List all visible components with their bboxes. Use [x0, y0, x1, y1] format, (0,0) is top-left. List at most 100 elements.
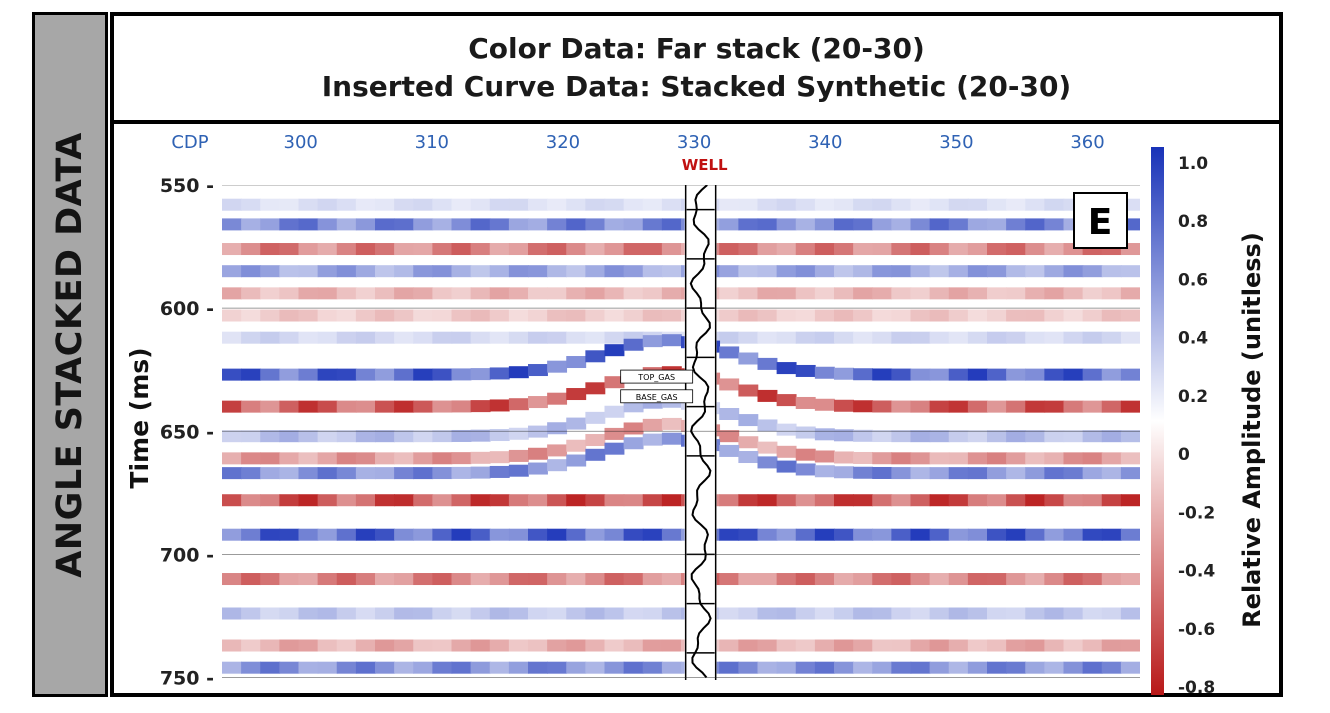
- horizon-segment: [336, 309, 357, 322]
- horizon-segment: [547, 265, 568, 278]
- horizon-segment: [470, 494, 491, 507]
- horizon-segment: [738, 639, 759, 652]
- horizon-segment: [260, 607, 281, 620]
- horizon-segment: [967, 573, 988, 586]
- horizon-segment: [1101, 528, 1122, 541]
- horizon-segment: [355, 494, 376, 507]
- horizon-segment: [834, 287, 854, 300]
- horizon-segment: [1044, 494, 1065, 507]
- horizon-segment: [470, 429, 491, 442]
- horizon-segment: [891, 368, 912, 381]
- horizon-segment: [355, 287, 376, 300]
- horizon-segment: [1101, 494, 1122, 507]
- horizon-segment: [585, 382, 606, 395]
- horizon-segment: [795, 396, 816, 409]
- horizon-segment: [241, 607, 262, 620]
- horizon-segment: [623, 218, 644, 231]
- horizon-segment: [853, 528, 874, 541]
- horizon-segment: [489, 639, 510, 652]
- horizon-segment: [1044, 467, 1065, 480]
- horizon-segment: [929, 494, 950, 507]
- horizon-segment: [604, 528, 625, 541]
- horizon-segment: [260, 331, 281, 344]
- horizon-segment: [910, 494, 931, 507]
- horizon-segment: [1044, 243, 1065, 256]
- horizon-segment: [642, 639, 663, 652]
- horizon-segment: [489, 243, 510, 256]
- horizon-segment: [279, 528, 300, 541]
- horizon-segment: [470, 331, 491, 344]
- horizon-segment: [719, 661, 740, 674]
- horizon-segment: [1063, 430, 1084, 443]
- horizon-segment: [1044, 218, 1065, 231]
- horizon-segment: [298, 287, 319, 300]
- horizon-segment: [1120, 494, 1140, 507]
- horizon-segment: [967, 494, 988, 507]
- horizon-segment: [489, 573, 510, 586]
- horizon-segment: [489, 494, 510, 507]
- horizon-segment: [241, 331, 262, 344]
- horizon-segment: [948, 528, 969, 541]
- horizon-segment: [336, 430, 357, 443]
- horizon-segment: [738, 661, 759, 674]
- horizon-segment: [355, 430, 376, 443]
- horizon-segment: [279, 661, 300, 674]
- horizon-segment: [738, 331, 759, 344]
- horizon-segment: [489, 367, 510, 380]
- horizon-segment: [948, 218, 969, 231]
- horizon-segment: [872, 218, 893, 231]
- horizon-segment: [375, 661, 395, 674]
- horizon-segment: [547, 422, 568, 435]
- horizon-segment: [738, 218, 759, 231]
- horizon-segment: [451, 265, 472, 278]
- horizon-segment: [413, 467, 434, 480]
- horizon-segment: [528, 243, 548, 256]
- horizon-segment: [241, 400, 262, 413]
- horizon-segment: [470, 243, 491, 256]
- horizon-segment: [451, 400, 472, 413]
- horizon-segment: [451, 452, 472, 465]
- horizon-segment: [814, 265, 835, 278]
- horizon-segment: [279, 265, 300, 278]
- horizon-segment: [1063, 331, 1084, 344]
- horizon-segment: [1006, 287, 1027, 300]
- main-frame: Color Data: Far stack (20-30) Inserted C…: [110, 12, 1283, 697]
- horizon-segment: [929, 400, 950, 413]
- horizon-segment: [470, 368, 491, 381]
- horizon-segment: [738, 451, 759, 464]
- horizon-segment: [413, 528, 434, 541]
- horizon-segment: [719, 218, 740, 231]
- horizon-segment: [1025, 607, 1046, 620]
- horizon-segment: [585, 573, 606, 586]
- horizon-segment: [413, 400, 434, 413]
- horizon-segment: [375, 309, 395, 322]
- horizon-segment: [528, 528, 548, 541]
- horizon-segment: [623, 265, 644, 278]
- horizon-segment: [508, 573, 529, 586]
- horizon-segment: [623, 198, 644, 211]
- horizon-segment: [336, 218, 357, 231]
- horizon-segment: [298, 198, 319, 211]
- horizon-segment: [566, 661, 587, 674]
- horizon-segment: [910, 452, 931, 465]
- horizon-segment: [508, 218, 529, 231]
- horizon-segment: [547, 444, 568, 457]
- horizon-segment: [910, 467, 931, 480]
- horizon-segment: [298, 309, 319, 322]
- colorbar-tick-label: 0.6: [1178, 270, 1208, 290]
- horizon-segment: [566, 287, 587, 300]
- horizon-segment: [1025, 218, 1046, 231]
- horizon-segment: [1006, 218, 1027, 231]
- horizon-segment: [241, 368, 262, 381]
- horizon-segment: [260, 265, 281, 278]
- horizon-segment: [853, 287, 874, 300]
- horizon-segment: [375, 243, 395, 256]
- horizon-segment: [528, 639, 548, 652]
- horizon-segment: [719, 573, 740, 586]
- horizon-segment: [814, 639, 835, 652]
- horizon-segment: [929, 198, 950, 211]
- horizon-segment: [260, 218, 281, 231]
- horizon-segment: [260, 452, 281, 465]
- horizon-segment: [413, 218, 434, 231]
- horizon-segment: [413, 243, 434, 256]
